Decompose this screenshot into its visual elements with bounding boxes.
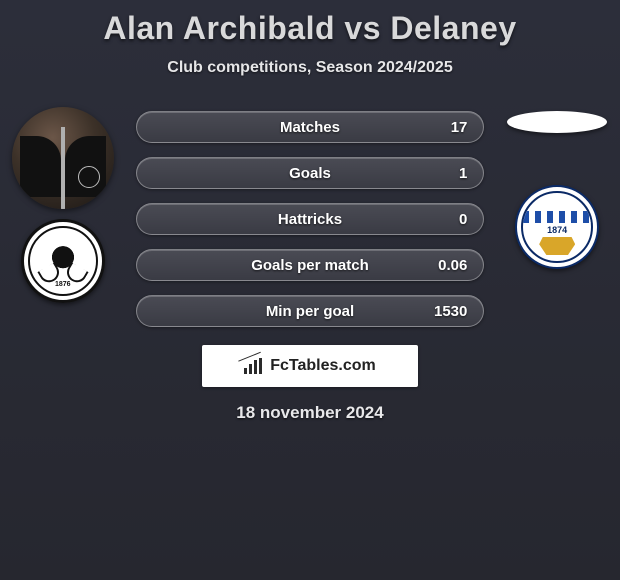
right-club-year: 1874 [523,225,591,235]
branding-text: FcTables.com [270,357,376,375]
stats-column: Matches 17 Goals 1 Hattricks 0 Goals per… [136,107,485,327]
stat-value-right: 0.06 [438,257,467,274]
stat-label: Min per goal [266,303,354,320]
stat-label: Hattricks [278,211,342,228]
stat-value-right: 17 [451,119,468,136]
right-club-badge: 1874 [515,185,599,269]
left-club-year: 1876 [55,281,71,288]
right-player-photo-placeholder [507,111,607,133]
stat-value-right: 1530 [434,303,467,320]
stat-label: Matches [280,119,340,136]
left-player-photo [12,107,114,209]
stat-row-matches: Matches 17 [136,111,485,143]
main-row: 1876 Matches 17 Goals 1 Hattricks 0 Goal… [0,107,620,327]
right-player-column: 1874 [502,107,612,269]
page-title: Alan Archibald vs Delaney [0,10,620,47]
stat-row-min-per-goal: Min per goal 1530 [136,295,485,327]
date-text: 18 november 2024 [0,403,620,423]
page-subtitle: Club competitions, Season 2024/2025 [0,59,620,77]
left-player-column: 1876 [8,107,118,303]
stat-value-right: 1 [459,165,467,182]
stat-row-hattricks: Hattricks 0 [136,203,485,235]
stat-label: Goals [289,165,331,182]
infographic-root: Alan Archibald vs Delaney Club competiti… [0,0,620,423]
stat-value-right: 0 [459,211,467,228]
branding-badge: FcTables.com [202,345,418,387]
stat-label: Goals per match [251,257,369,274]
stat-row-goals: Goals 1 [136,157,485,189]
stat-row-goals-per-match: Goals per match 0.06 [136,249,485,281]
left-club-badge: 1876 [21,219,105,303]
fctables-logo-icon [244,358,264,374]
